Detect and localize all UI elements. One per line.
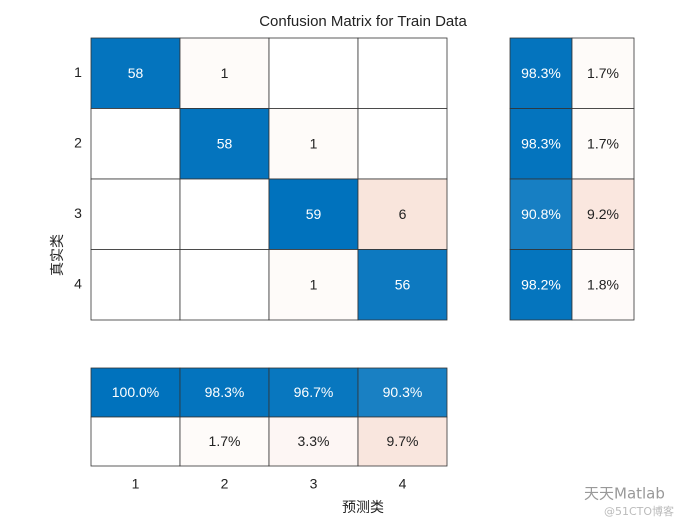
- cell: [90, 37, 181, 109]
- empty-cell: [268, 37, 359, 109]
- cell-label: 98.3%: [521, 135, 561, 151]
- cell: [268, 416, 359, 467]
- cell: [90, 367, 181, 418]
- y-axis-label: 真实类: [50, 234, 66, 276]
- cell: [357, 416, 448, 467]
- cell-label: 9.2%: [587, 206, 619, 222]
- cell-label: 1: [310, 276, 318, 292]
- cell-label: 6: [399, 206, 407, 222]
- empty-cell: [90, 108, 181, 180]
- x-axis-label: 预测类: [342, 500, 384, 516]
- cell-label: 58: [217, 135, 233, 151]
- cell: [179, 416, 270, 467]
- empty-cell: [90, 416, 181, 467]
- cell: [268, 108, 359, 180]
- empty-cell: [357, 108, 448, 180]
- empty-cell: [357, 37, 448, 109]
- cell: [268, 367, 359, 418]
- y-tick-label: 2: [74, 134, 82, 150]
- cell-label: 98.3%: [521, 65, 561, 81]
- cell-label: 1.7%: [587, 135, 619, 151]
- cell-label: 1: [221, 65, 229, 81]
- cell-label: 56: [395, 276, 411, 292]
- cell: [571, 178, 635, 250]
- y-tick-label: 4: [74, 275, 82, 291]
- chart-title: Confusion Matrix for Train Data: [259, 13, 467, 30]
- cell-label: 3.3%: [298, 433, 330, 449]
- x-tick-label: 1: [132, 476, 140, 492]
- watermark: @51CTO博客: [604, 504, 674, 518]
- cell-label: 1.8%: [587, 276, 619, 292]
- cell: [179, 108, 270, 180]
- cell: [268, 178, 359, 250]
- cell-label: 96.7%: [294, 384, 334, 400]
- cell-label: 1: [310, 135, 318, 151]
- empty-cell: [90, 249, 181, 321]
- x-tick-label: 2: [221, 476, 229, 492]
- cell-label: 100.0%: [112, 384, 159, 400]
- y-tick-label: 3: [74, 205, 82, 221]
- cell: [357, 367, 448, 418]
- cell: [357, 178, 448, 250]
- watermark: 天天Matlab: [584, 485, 665, 503]
- cell: [357, 249, 448, 321]
- cell-label: 1.7%: [209, 433, 241, 449]
- x-tick-label: 3: [310, 476, 318, 492]
- cell-label: 58: [128, 65, 144, 81]
- cell: [571, 249, 635, 321]
- cell-label: 98.3%: [205, 384, 245, 400]
- empty-cell: [90, 178, 181, 250]
- cell-label: 90.3%: [383, 384, 423, 400]
- cell: [179, 37, 270, 109]
- x-tick-label: 4: [399, 476, 407, 492]
- cell: [509, 178, 573, 250]
- cell: [179, 367, 270, 418]
- empty-cell: [179, 178, 270, 250]
- cell-label: 90.8%: [521, 206, 561, 222]
- y-tick-label: 1: [74, 64, 82, 80]
- cell: [571, 37, 635, 109]
- cell: [268, 249, 359, 321]
- cell-label: 9.7%: [387, 433, 419, 449]
- cell: [571, 108, 635, 180]
- empty-cell: [179, 249, 270, 321]
- cell-label: 98.2%: [521, 276, 561, 292]
- cell-label: 59: [306, 206, 322, 222]
- cell-label: 1.7%: [587, 65, 619, 81]
